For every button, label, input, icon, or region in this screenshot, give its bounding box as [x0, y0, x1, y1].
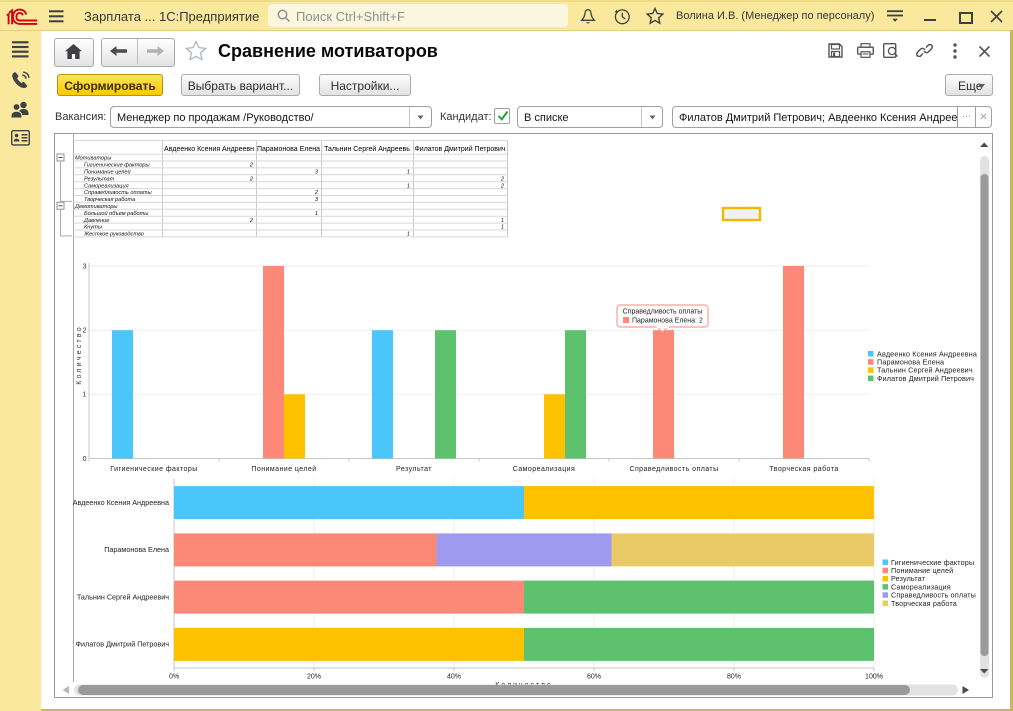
svg-text:Парамонова Елена: Парамонова Елена: [104, 545, 169, 554]
svg-text:Самореализация: Самореализация: [84, 183, 129, 189]
svg-text:Понимание целей: Понимание целей: [251, 465, 316, 473]
svg-text:Понимание целей: Понимание целей: [891, 566, 953, 575]
svg-text:60%: 60%: [587, 674, 601, 681]
svg-text:0: 0: [83, 456, 87, 463]
svg-text:2: 2: [249, 163, 254, 169]
svg-text:Демотиваторы: Демотиваторы: [74, 204, 118, 210]
svg-text:1: 1: [315, 211, 318, 217]
svg-text:Гигиенические факторы: Гигиенические факторы: [84, 163, 150, 169]
svg-text:Авдеенко Ксения Андреевн: Авдеенко Ксения Андреевн: [164, 146, 254, 153]
svg-text:2: 2: [500, 183, 505, 189]
svg-text:2: 2: [500, 176, 505, 182]
svg-text:Филатов Дмитрий Петрович: Филатов Дмитрий Петрович: [76, 640, 170, 649]
svg-text:Кнуты: Кнуты: [84, 225, 102, 231]
svg-text:Количество: Количество: [76, 325, 83, 385]
svg-text:Филатов Дмитрий Петрович: Филатов Дмитрий Петрович: [877, 374, 974, 383]
svg-text:Давление: Давление: [83, 218, 109, 224]
svg-text:Справедливость оплаты: Справедливость оплаты: [84, 190, 152, 196]
svg-text:2: 2: [314, 190, 319, 196]
svg-text:Тальнин Сергей Андреевич: Тальнин Сергей Андреевич: [877, 366, 973, 375]
svg-text:1: 1: [501, 225, 504, 231]
svg-text:1: 1: [407, 183, 410, 189]
svg-text:Результат: Результат: [891, 574, 926, 583]
svg-text:Понимание целей: Понимание целей: [84, 169, 131, 176]
svg-text:Жесткое руководство: Жесткое руководство: [83, 232, 144, 238]
svg-text:Результат: Результат: [396, 466, 432, 473]
svg-text:100%: 100%: [865, 674, 883, 681]
svg-text:1: 1: [501, 218, 504, 224]
svg-text:Справедливость оплаты: Справедливость оплаты: [629, 466, 718, 473]
svg-text:Справедливость оплаты: Справедливость оплаты: [891, 591, 976, 600]
svg-text:Большой объем работы: Большой объем работы: [84, 210, 148, 217]
svg-text:Самореализация: Самореализация: [513, 466, 576, 473]
svg-text:Справедливость оплаты: Справедливость оплаты: [623, 309, 703, 316]
svg-text:Парамонова Елена: 2: Парамонова Елена: 2: [632, 318, 703, 325]
svg-text:Гигиенические факторы: Гигиенические факторы: [110, 466, 197, 473]
svg-text:40%: 40%: [447, 674, 461, 681]
svg-text:2: 2: [83, 328, 87, 335]
svg-text:1: 1: [83, 392, 87, 399]
svg-text:Гигиенические факторы: Гигиенические факторы: [891, 558, 974, 567]
svg-text:Творческая работа: Творческая работа: [769, 465, 838, 473]
svg-text:Творческая работа: Творческая работа: [84, 197, 135, 203]
svg-text:Филатов Дмитрий Петрович: Филатов Дмитрий Петрович: [414, 145, 505, 153]
svg-text:Творческая работа: Творческая работа: [891, 599, 957, 608]
svg-text:Мотиваторы: Мотиваторы: [75, 156, 111, 162]
svg-text:1: 1: [407, 232, 410, 238]
svg-text:Самореализация: Самореализация: [891, 582, 951, 591]
svg-text:Авдеенко Ксения Андреевна: Авдеенко Ксения Андреевна: [73, 498, 169, 507]
svg-text:0%: 0%: [169, 674, 179, 681]
svg-text:2: 2: [249, 176, 254, 182]
svg-text:80%: 80%: [727, 674, 741, 681]
svg-text:Парамонова Елена: Парамонова Елена: [257, 146, 320, 153]
svg-text:2: 2: [249, 218, 254, 224]
svg-text:3: 3: [315, 197, 319, 203]
svg-text:3: 3: [315, 170, 319, 176]
svg-text:Результат: Результат: [84, 176, 115, 182]
svg-text:1: 1: [407, 170, 410, 176]
svg-text:Тальнин Сергей Андреевь: Тальнин Сергей Андреевь: [324, 145, 410, 153]
svg-text:20%: 20%: [307, 674, 321, 681]
svg-text:Авдеенко Ксения Андреевна: Авдеенко Ксения Андреевна: [877, 349, 977, 358]
svg-text:3: 3: [83, 263, 87, 270]
svg-text:Тальнин Сергей Андреевич: Тальнин Сергей Андреевич: [77, 592, 169, 601]
svg-text:Парамонова Елена: Парамонова Елена: [877, 358, 944, 367]
